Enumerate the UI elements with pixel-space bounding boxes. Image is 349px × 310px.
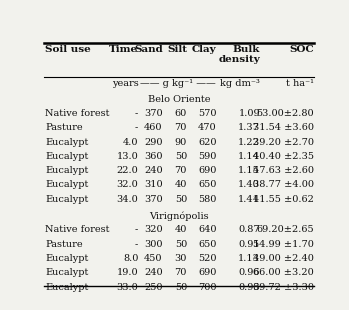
Text: 69.72 ±3.30: 69.72 ±3.30	[253, 282, 314, 291]
Text: 1.22: 1.22	[238, 138, 260, 147]
Text: 650: 650	[198, 180, 217, 189]
Text: Eucalypt: Eucalypt	[45, 166, 88, 175]
Text: 690: 690	[198, 166, 217, 175]
Text: 300: 300	[144, 240, 163, 249]
Text: 1.14: 1.14	[238, 152, 260, 161]
Text: years: years	[112, 79, 138, 88]
Text: 40.40 ±2.35: 40.40 ±2.35	[253, 152, 314, 161]
Text: -: -	[135, 240, 138, 249]
Text: 0.87: 0.87	[238, 225, 260, 234]
Text: Silt: Silt	[167, 45, 187, 54]
Text: Native forest: Native forest	[45, 225, 110, 234]
Text: 0.96: 0.96	[238, 268, 260, 277]
Text: 650: 650	[198, 240, 217, 249]
Text: 1.37: 1.37	[238, 123, 260, 132]
Text: 22.0: 22.0	[117, 166, 138, 175]
Text: Native forest: Native forest	[45, 109, 110, 118]
Text: t ha⁻¹: t ha⁻¹	[286, 79, 314, 88]
Text: Belo Oriente: Belo Oriente	[148, 95, 210, 104]
Text: 50: 50	[175, 195, 187, 204]
Text: 34.0: 34.0	[117, 195, 138, 204]
Text: 290: 290	[144, 138, 163, 147]
Text: Eucalypt: Eucalypt	[45, 180, 88, 189]
Text: Pasture: Pasture	[45, 123, 83, 132]
Text: 30: 30	[174, 254, 187, 263]
Text: 70: 70	[174, 166, 187, 175]
Text: 13.0: 13.0	[117, 152, 138, 161]
Text: 590: 590	[198, 152, 217, 161]
Text: 570: 570	[198, 109, 217, 118]
Text: 47.63 ±2.60: 47.63 ±2.60	[253, 166, 314, 175]
Text: Eucalypt: Eucalypt	[45, 282, 88, 291]
Text: 53.00±2.80: 53.00±2.80	[257, 109, 314, 118]
Text: 90: 90	[175, 138, 187, 147]
Text: 50: 50	[175, 282, 187, 291]
Text: 49.00 ±2.40: 49.00 ±2.40	[253, 254, 314, 263]
Text: 60: 60	[175, 109, 187, 118]
Text: 360: 360	[144, 152, 163, 161]
Text: Eucalypt: Eucalypt	[45, 254, 88, 263]
Text: 370: 370	[144, 109, 163, 118]
Text: 1.41: 1.41	[238, 195, 260, 204]
Text: 54.99 ±1.70: 54.99 ±1.70	[253, 240, 314, 249]
Text: -: -	[135, 123, 138, 132]
Text: 1.13: 1.13	[238, 254, 260, 263]
Text: Soil use: Soil use	[45, 45, 91, 54]
Text: -: -	[135, 109, 138, 118]
Text: 620: 620	[198, 138, 217, 147]
Text: Bulk
density: Bulk density	[218, 45, 260, 64]
Text: 0.93: 0.93	[238, 282, 260, 291]
Text: 39.20 ±2.70: 39.20 ±2.70	[253, 138, 314, 147]
Text: 50: 50	[175, 240, 187, 249]
Text: Eucalypt: Eucalypt	[45, 195, 88, 204]
Text: 31.54 ±3.60: 31.54 ±3.60	[253, 123, 314, 132]
Text: Clay: Clay	[192, 45, 217, 54]
Text: 32.0: 32.0	[117, 180, 138, 189]
Text: 70: 70	[174, 268, 187, 277]
Text: Time: Time	[109, 45, 138, 54]
Text: 690: 690	[198, 268, 217, 277]
Text: 41.55 ±0.62: 41.55 ±0.62	[253, 195, 314, 204]
Text: Eucalypt: Eucalypt	[45, 138, 88, 147]
Text: 4.0: 4.0	[123, 138, 138, 147]
Text: SOC: SOC	[289, 45, 314, 54]
Text: Eucalypt: Eucalypt	[45, 152, 88, 161]
Text: 460: 460	[144, 123, 163, 132]
Text: 33.0: 33.0	[117, 282, 138, 291]
Text: 19.0: 19.0	[117, 268, 138, 277]
Text: kg dm⁻³: kg dm⁻³	[220, 79, 260, 88]
Text: Pasture: Pasture	[45, 240, 83, 249]
Text: Virignópolis: Virignópolis	[149, 211, 209, 221]
Text: -: -	[135, 225, 138, 234]
Text: 310: 310	[144, 180, 163, 189]
Text: 40: 40	[174, 180, 187, 189]
Text: 470: 470	[198, 123, 217, 132]
Text: 450: 450	[144, 254, 163, 263]
Text: 520: 520	[198, 254, 217, 263]
Text: 8.0: 8.0	[123, 254, 138, 263]
Text: 0.91: 0.91	[238, 240, 260, 249]
Text: 66.00 ±3.20: 66.00 ±3.20	[253, 268, 314, 277]
Text: Sand: Sand	[134, 45, 163, 54]
Text: 50: 50	[175, 152, 187, 161]
Text: 640: 640	[198, 225, 217, 234]
Text: 240: 240	[144, 166, 163, 175]
Text: 1.15: 1.15	[238, 166, 260, 175]
Text: 69.20±2.65: 69.20±2.65	[257, 225, 314, 234]
Text: 70: 70	[174, 123, 187, 132]
Text: 320: 320	[144, 225, 163, 234]
Text: 1.40: 1.40	[238, 180, 260, 189]
Text: 240: 240	[144, 268, 163, 277]
Text: 580: 580	[198, 195, 217, 204]
Text: 1.09: 1.09	[238, 109, 260, 118]
Text: —— g kg⁻¹ ——: —— g kg⁻¹ ——	[140, 79, 216, 88]
Text: 38.77 ±4.00: 38.77 ±4.00	[253, 180, 314, 189]
Text: 370: 370	[144, 195, 163, 204]
Text: Eucalypt: Eucalypt	[45, 268, 88, 277]
Text: 250: 250	[144, 282, 163, 291]
Text: 700: 700	[198, 282, 217, 291]
Text: 40: 40	[174, 225, 187, 234]
